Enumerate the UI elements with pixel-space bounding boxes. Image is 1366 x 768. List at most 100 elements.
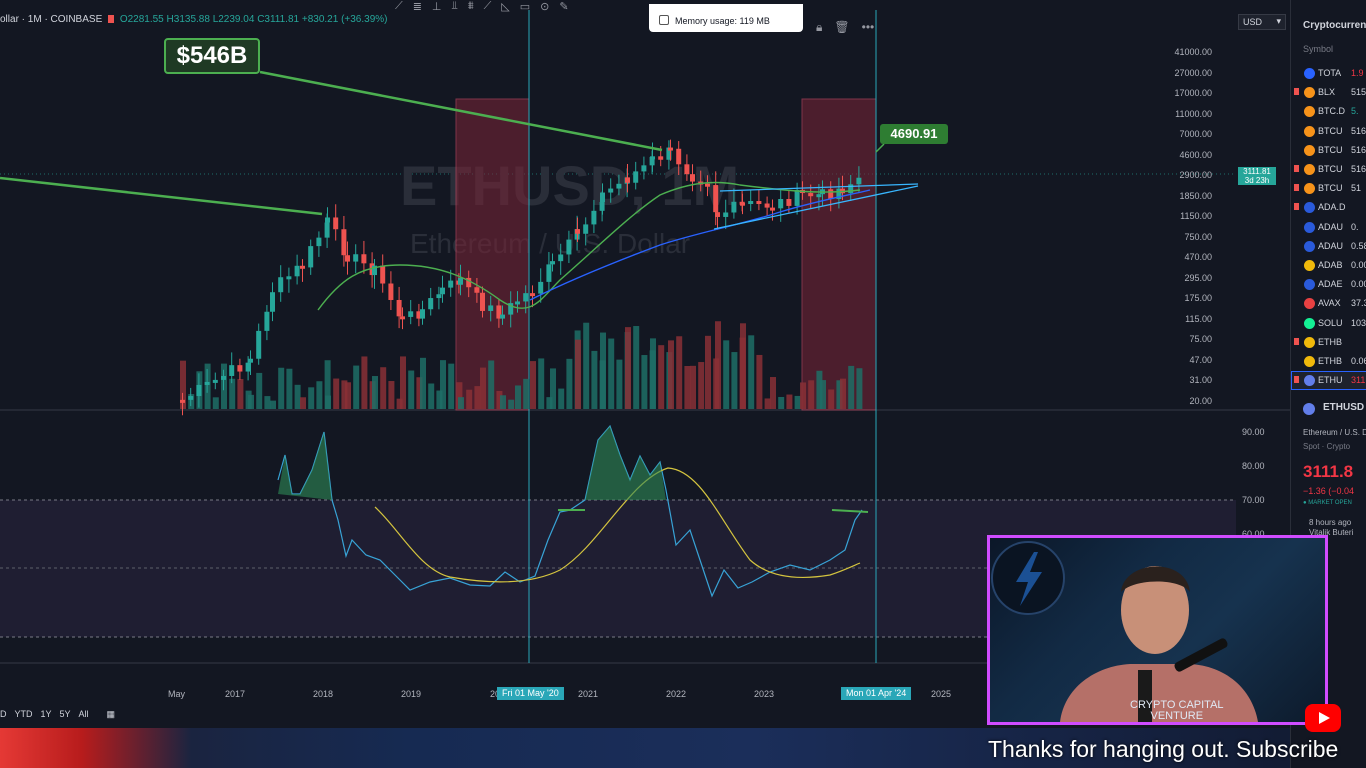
watchlist-row[interactable]: BTCU 5163 — [1291, 160, 1366, 179]
volume-bar — [380, 367, 387, 409]
watchlist-row[interactable]: ADAU 0.58 — [1291, 237, 1366, 256]
fib-icon[interactable]: ≣ — [412, 1, 422, 13]
range-button[interactable]: YTD — [14, 709, 33, 719]
fork-icon[interactable]: ⫫ — [451, 0, 458, 12]
drawing-toolbar: ⟋ ≣ ⊥ ⫫ ⩩ ⟋ ◺ ▭ ⊙ ✎ — [395, 0, 569, 14]
candle-body — [650, 156, 655, 160]
watchlist-row[interactable]: AVAX 37.3 — [1291, 294, 1366, 313]
volume-bar — [237, 379, 244, 409]
volume-bar — [523, 378, 530, 409]
flag-icon[interactable] — [1294, 165, 1299, 172]
price-tick: 750.00 — [1184, 231, 1212, 242]
currency-select[interactable]: USD — [1238, 14, 1286, 30]
measure-icon[interactable]: ◺ — [501, 1, 510, 13]
watchlist-row[interactable]: SOLU 103. — [1291, 314, 1366, 333]
volume-bar — [684, 365, 691, 409]
watchlist-title[interactable]: Cryptocurrencies — [1303, 20, 1366, 31]
volume-bar — [566, 358, 573, 409]
candle-body — [705, 183, 710, 187]
watchlist-row[interactable]: ADA.D — [1291, 198, 1366, 217]
detail-price: 3111.8 — [1303, 462, 1354, 481]
volume-bar — [650, 338, 656, 409]
flag-icon[interactable] — [1294, 337, 1299, 345]
brush-icon[interactable]: ⟋ — [483, 0, 492, 12]
candle-body — [740, 202, 745, 206]
watchlist-row[interactable]: ETHB — [1291, 333, 1366, 352]
candle-body — [723, 212, 729, 217]
candle-body — [316, 237, 322, 247]
row-symbol: BTC.D — [1318, 106, 1345, 117]
candle-body — [333, 217, 339, 230]
price-tick: 115.00 — [1185, 313, 1212, 324]
volume-bar — [608, 338, 615, 409]
range-button[interactable]: D — [0, 709, 7, 719]
candle-body — [828, 189, 834, 199]
volume-bar — [668, 340, 674, 409]
range-button[interactable]: 1Y — [40, 709, 52, 719]
watchlist-row[interactable]: ETHB 0.06 — [1291, 352, 1366, 371]
pencil-icon[interactable]: ✎ — [559, 1, 569, 13]
volume-bar — [764, 398, 771, 409]
news-item[interactable]: 8 hours ago Vitalik Buteri — [1309, 518, 1353, 538]
coin-icon — [1304, 221, 1315, 233]
watchlist-row[interactable]: BTC.D 5. — [1291, 102, 1366, 121]
coin-icon — [1304, 144, 1315, 156]
range-button[interactable]: All — [78, 709, 89, 719]
coin-icon — [1304, 336, 1315, 348]
candle-body — [466, 277, 472, 288]
flag-icon[interactable] — [1294, 203, 1299, 211]
market-cap-callout[interactable]: $546B — [164, 38, 260, 74]
watchlist-row[interactable]: ADAB 0.00 — [1291, 256, 1366, 275]
price-tick: 11000.00 — [1175, 108, 1212, 119]
watchlist-row[interactable]: BTCU 5163 — [1291, 122, 1366, 141]
detail-symbol[interactable]: ETHUSD — [1303, 402, 1364, 413]
range-button[interactable]: 5Y — [59, 709, 71, 719]
coin-icon — [1304, 298, 1315, 310]
trash-icon[interactable]: 🗑︎ — [834, 20, 850, 34]
candle-body — [436, 294, 442, 299]
ma-blue — [529, 189, 871, 301]
lock-icon[interactable]: 🔒︎ — [816, 20, 823, 34]
watchlist-row[interactable]: BLX 5157 — [1291, 83, 1366, 102]
watchlist-row[interactable]: ADAU 0. — [1291, 218, 1366, 237]
legend-high: H3135.88 — [166, 14, 210, 25]
brand-line2: VENTURE — [1150, 710, 1204, 722]
calendar-icon[interactable]: ▦ — [106, 709, 116, 719]
volume-bar — [180, 360, 186, 409]
flag-icon[interactable] — [1294, 184, 1299, 192]
time-tick: 2022 — [666, 689, 687, 699]
pitchfork-icon[interactable]: ⊥ — [431, 1, 442, 13]
watchlist-row[interactable]: ETHU 311 — [1291, 371, 1366, 391]
flag-icon[interactable] — [1294, 376, 1299, 384]
trend-line-icon[interactable]: ⟋ — [395, 0, 403, 12]
text-icon[interactable]: ⊙ — [540, 1, 550, 13]
volume-bar — [448, 363, 455, 409]
candle-body — [713, 185, 719, 213]
youtube-subscribe-icon[interactable] — [1305, 704, 1341, 732]
volume-bar — [286, 368, 293, 409]
candle-body — [550, 261, 555, 265]
candle-body — [388, 283, 394, 300]
symbol-column-header[interactable]: Symbol — [1303, 44, 1334, 54]
flag-icon[interactable] — [108, 15, 115, 23]
candle-body — [420, 309, 425, 319]
watchlist-row[interactable]: TOTA 1.9 — [1291, 64, 1366, 83]
cap-pointer-left — [0, 176, 323, 216]
shape-icon[interactable]: ▭ — [519, 1, 531, 13]
watchlist-row[interactable]: BTCU 51 — [1291, 179, 1366, 198]
volume-bar — [778, 396, 785, 409]
detail-category: Spot · Crypto — [1303, 442, 1351, 451]
more-icon[interactable]: ••• — [861, 20, 875, 34]
watchlist-row[interactable]: BTCU 5163 — [1291, 141, 1366, 160]
candle-body — [625, 177, 630, 183]
cycle-band-2024 — [801, 98, 877, 411]
candle-body — [180, 399, 185, 403]
volume-bar — [530, 361, 536, 409]
price-tick: 175.00 — [1184, 293, 1212, 303]
target-price-callout[interactable]: 4690.91 — [880, 124, 948, 144]
watchlist-row[interactable]: ADAE 0.00 — [1291, 275, 1366, 294]
pattern-icon[interactable]: ⩩ — [467, 0, 474, 12]
flag-icon[interactable] — [1294, 88, 1299, 96]
volume-bar — [616, 359, 623, 409]
detail-name: Ethereum / U.S. D — [1303, 428, 1366, 437]
